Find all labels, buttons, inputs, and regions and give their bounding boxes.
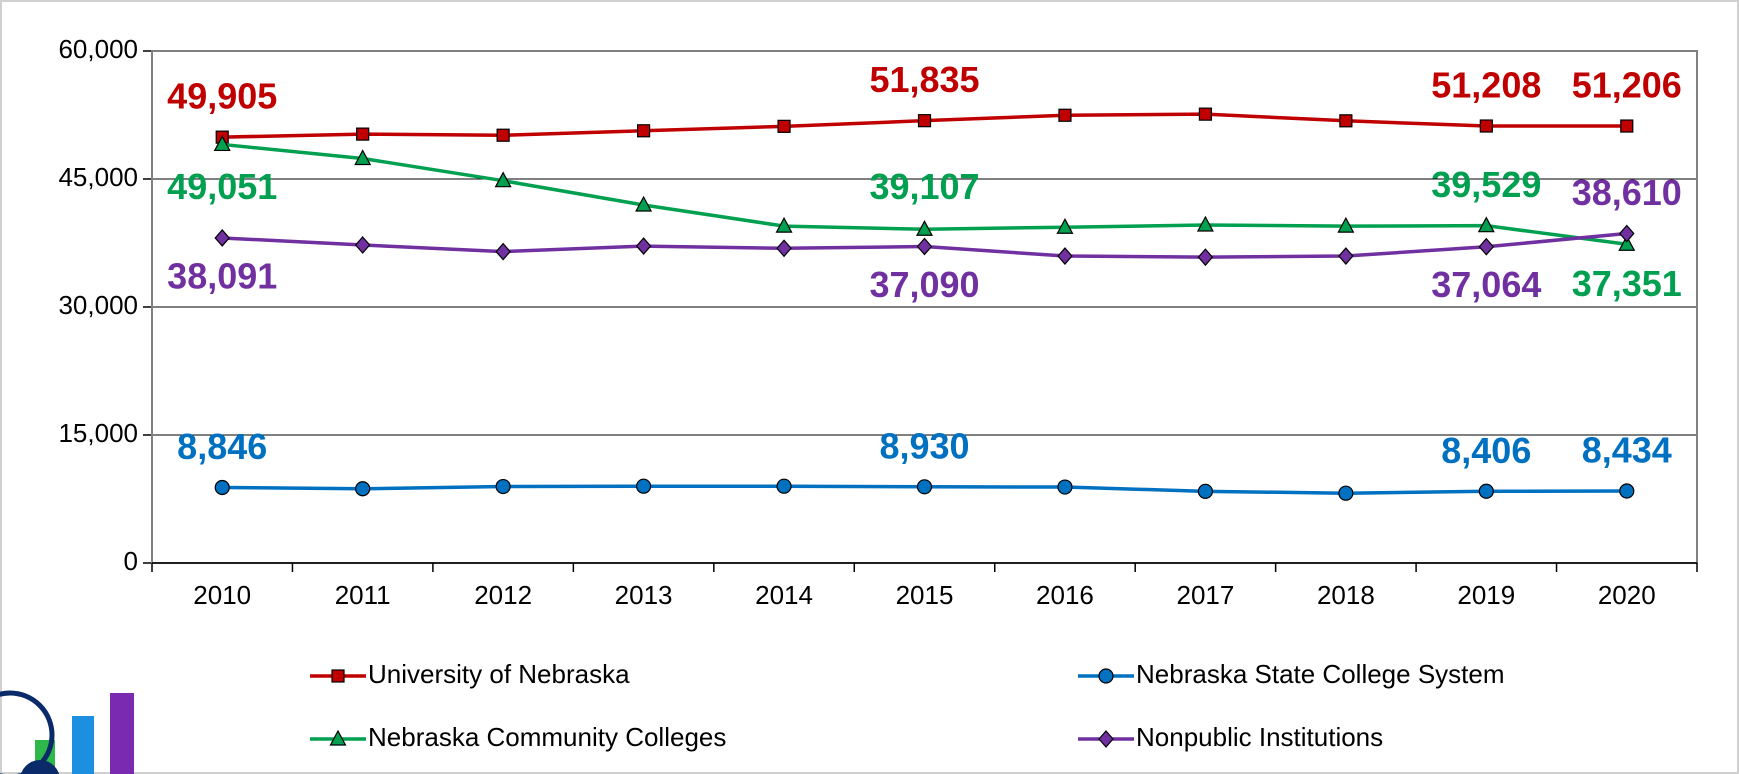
marker [494, 171, 512, 188]
x-tick-label: 2014 [755, 580, 813, 610]
legend-marker [329, 729, 347, 746]
marker [1478, 483, 1494, 499]
data-label: 38,091 [167, 255, 277, 296]
marker [916, 237, 933, 256]
data-label: 39,107 [869, 166, 979, 207]
x-tick-label: 2017 [1176, 580, 1234, 610]
legend-marker [331, 669, 345, 683]
marker [496, 128, 510, 142]
marker [1338, 247, 1354, 265]
data-label: 51,206 [1572, 65, 1682, 106]
legend-label: University of Nebraska [368, 659, 630, 689]
legend-item: University of Nebraska [310, 659, 630, 689]
legend-marker [1098, 730, 1114, 748]
marker [495, 242, 511, 261]
logo-bar [110, 693, 134, 774]
marker [916, 479, 933, 495]
legend-item: Nebraska Community Colleges [310, 722, 726, 752]
data-label: 49,905 [167, 76, 277, 117]
marker [775, 216, 793, 233]
data-label: 8,434 [1582, 430, 1672, 471]
marker [1619, 483, 1635, 499]
marker [1197, 483, 1214, 499]
x-tick-label: 2011 [335, 580, 391, 610]
y-tick-label: 0 [124, 546, 138, 576]
y-tick-label: 15,000 [58, 418, 138, 448]
marker [1337, 216, 1355, 233]
legend-item: Nebraska State College System [1078, 659, 1505, 689]
data-label: 8,930 [879, 425, 969, 466]
x-tick-label: 2020 [1598, 580, 1656, 610]
marker [776, 239, 792, 258]
marker [214, 229, 231, 247]
x-tick-label: 2012 [474, 580, 532, 610]
marker [354, 236, 371, 254]
marker [1197, 248, 1214, 267]
legend-label: Nebraska Community Colleges [368, 722, 726, 752]
logo-ring [0, 690, 55, 774]
marker [1057, 247, 1073, 265]
marker [635, 478, 652, 494]
marker [635, 195, 653, 212]
data-label: 8,846 [177, 426, 267, 467]
legend-label: Nebraska State College System [1136, 659, 1505, 689]
marker [635, 237, 652, 255]
x-tick-label: 2019 [1457, 580, 1515, 610]
data-label: 38,610 [1572, 172, 1682, 213]
marker [917, 114, 932, 128]
x-tick-label: 2013 [615, 580, 673, 610]
y-tick-label: 30,000 [58, 290, 138, 320]
marker [1479, 119, 1493, 133]
marker [356, 127, 370, 141]
marker [1198, 107, 1213, 121]
data-label: 39,529 [1431, 164, 1541, 205]
legend-marker [1098, 668, 1114, 684]
marker [1196, 215, 1214, 232]
x-tick-label: 2016 [1036, 580, 1094, 610]
logo-dot [20, 760, 60, 774]
marker [1478, 237, 1495, 256]
marker [1338, 485, 1354, 501]
marker [1618, 224, 1635, 243]
marker [354, 149, 372, 166]
marker [1477, 216, 1495, 233]
data-label: 49,051 [167, 166, 277, 207]
data-label: 51,208 [1431, 65, 1541, 106]
marker [1618, 235, 1636, 251]
y-tick-label: 45,000 [58, 162, 138, 192]
marker [1058, 108, 1072, 122]
marker [776, 478, 792, 494]
marker [355, 481, 371, 497]
x-tick-label: 2015 [896, 580, 954, 610]
logo [0, 690, 134, 774]
marker [214, 479, 230, 496]
data-label: 51,835 [869, 59, 979, 100]
marker [777, 119, 791, 133]
x-tick-label: 2018 [1317, 580, 1375, 610]
marker [915, 220, 934, 236]
marker [1339, 114, 1353, 128]
data-label: 37,064 [1431, 264, 1541, 305]
data-label: 8,406 [1441, 430, 1531, 471]
legend-label: Nonpublic Institutions [1136, 722, 1383, 752]
marker [636, 124, 651, 138]
marker [213, 135, 231, 152]
marker [495, 478, 511, 495]
data-label: 37,351 [1572, 263, 1682, 304]
y-tick-label: 60,000 [58, 34, 138, 64]
marker [1057, 479, 1073, 495]
data-label: 37,090 [869, 264, 979, 305]
marker [1620, 119, 1634, 133]
x-tick-label: 2010 [193, 580, 251, 610]
logo-bar [72, 716, 94, 774]
marker [1056, 217, 1074, 234]
legend-item: Nonpublic Institutions [1078, 722, 1383, 752]
